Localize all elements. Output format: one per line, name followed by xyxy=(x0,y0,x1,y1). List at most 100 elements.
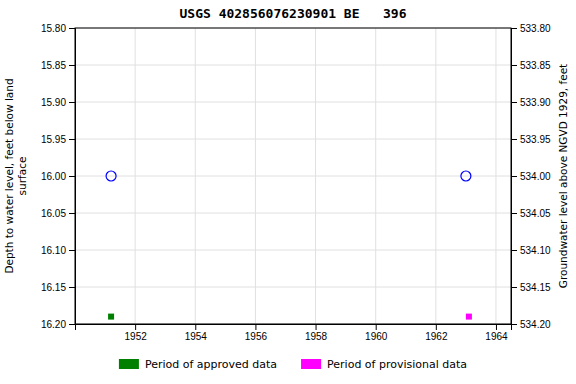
tick-mark xyxy=(69,213,75,214)
tick: 16.20 xyxy=(41,319,75,330)
tick-mark xyxy=(511,324,517,325)
tick: 1964 xyxy=(485,324,508,342)
legend-item: Period of approved data xyxy=(119,358,277,371)
grid-line-y xyxy=(75,287,511,288)
tick: 533.90 xyxy=(511,97,551,108)
tick: 15.90 xyxy=(41,97,75,108)
axis-domain xyxy=(76,325,512,331)
chart: 195219541956195819601962196415.8015.8515… xyxy=(0,0,576,384)
tick-label: 533.80 xyxy=(520,23,551,34)
axis-domain xyxy=(69,29,76,325)
grid-line-y xyxy=(75,176,511,177)
tick: 1960 xyxy=(365,324,388,342)
legend-label: Period of provisional data xyxy=(327,358,467,371)
tick-mark xyxy=(496,324,497,330)
tick-mark xyxy=(255,324,256,330)
tick-mark xyxy=(511,213,517,214)
series xyxy=(466,314,472,320)
tick-label: 16.15 xyxy=(41,282,66,293)
legend-label: Period of approved data xyxy=(145,358,277,371)
tick-label: 534.00 xyxy=(520,171,551,182)
tick-label: 16.05 xyxy=(41,208,66,219)
tick: 534.15 xyxy=(511,282,551,293)
title: USGS 402856076230901 BE 396 xyxy=(180,6,407,21)
tick: 534.05 xyxy=(511,208,551,219)
tick-label: 1952 xyxy=(125,331,148,342)
y2-axis: 534.20 534.15 534.10 534.05 534.00 533.95 533.… xyxy=(511,23,551,330)
tick-label: 1964 xyxy=(485,331,508,342)
tick-label: 16.10 xyxy=(41,245,66,256)
tick-mark xyxy=(511,28,517,29)
square-marker xyxy=(466,314,472,320)
tick-mark xyxy=(511,250,517,251)
tick-label: 533.90 xyxy=(520,97,551,108)
tick-label: 533.95 xyxy=(520,134,551,145)
tick: 16.10 xyxy=(41,245,75,256)
tick-mark xyxy=(69,250,75,251)
tick: 15.85 xyxy=(41,60,75,71)
series xyxy=(108,314,114,320)
grid xyxy=(75,28,511,324)
tick-label: 15.90 xyxy=(41,97,66,108)
plot-frame xyxy=(75,28,511,324)
y-axis: 15.80 15.85 15.90 15.95 16.00 16.05 16.10 16.15… xyxy=(41,23,76,330)
tick-mark xyxy=(69,324,75,325)
y-axis-label: Depth to water level, feet below landsur… xyxy=(3,78,28,273)
grid-line-y xyxy=(75,250,511,251)
grid-line-y xyxy=(75,65,511,66)
tick-mark xyxy=(69,176,75,177)
grid-line-y xyxy=(75,139,511,140)
x-axis: 1952 1954 1956 1958 1960 1962 1964 xyxy=(76,324,512,342)
tick-mark xyxy=(316,324,317,330)
tick-label: 534.05 xyxy=(520,208,551,219)
square-marker xyxy=(108,314,114,320)
legend-item: Period of provisional data xyxy=(301,358,467,371)
tick-mark xyxy=(511,65,517,66)
tick-mark xyxy=(69,102,75,103)
grid-line-y xyxy=(75,102,511,103)
tick: 1954 xyxy=(185,324,208,342)
circle-marker xyxy=(106,171,116,181)
tick: 534.00 xyxy=(511,171,551,182)
tick-label: 16.20 xyxy=(41,319,66,330)
tick-mark xyxy=(376,324,377,330)
tick: 1956 xyxy=(245,324,268,342)
y2-axis-label: Groundwater level above NGVD 1929, feet xyxy=(557,64,569,288)
tick-label: 1962 xyxy=(425,331,448,342)
tick: 533.85 xyxy=(511,60,551,71)
tick: 15.95 xyxy=(41,134,75,145)
tick-label: 533.85 xyxy=(520,60,551,71)
tick-mark xyxy=(135,324,136,330)
tick: 533.95 xyxy=(511,134,551,145)
legend-swatch xyxy=(119,359,139,369)
grid-line-y xyxy=(75,213,511,214)
tick-label: 1960 xyxy=(365,331,388,342)
tick-label: 15.85 xyxy=(41,60,66,71)
tick-mark xyxy=(69,28,75,29)
circle-marker xyxy=(461,171,471,181)
tick-mark xyxy=(511,102,517,103)
tick: 16.15 xyxy=(41,282,75,293)
tick-label: 15.80 xyxy=(41,23,66,34)
tick: 1962 xyxy=(425,324,448,342)
tick-label: 15.95 xyxy=(41,134,66,145)
legend-swatch xyxy=(301,359,321,369)
tick-mark xyxy=(69,65,75,66)
tick-label: 16.00 xyxy=(41,171,66,182)
tick: 16.05 xyxy=(41,208,75,219)
legend: Period of approved data Period of provisi… xyxy=(119,358,467,371)
tick: 1952 xyxy=(125,324,148,342)
tick-mark xyxy=(195,324,196,330)
tick: 15.80 xyxy=(41,23,75,34)
tick-label: 534.15 xyxy=(520,282,551,293)
tick-mark xyxy=(69,139,75,140)
tick-label: 534.10 xyxy=(520,245,551,256)
tick-label: 1956 xyxy=(245,331,268,342)
plot: 195219541956195819601962196415.8015.8515… xyxy=(41,23,551,342)
tick: 534.10 xyxy=(511,245,551,256)
tick-label: 534.20 xyxy=(520,319,551,330)
tick-label: 1958 xyxy=(305,331,328,342)
marks xyxy=(106,171,472,320)
tick-mark xyxy=(511,139,517,140)
tick-mark xyxy=(511,176,517,177)
